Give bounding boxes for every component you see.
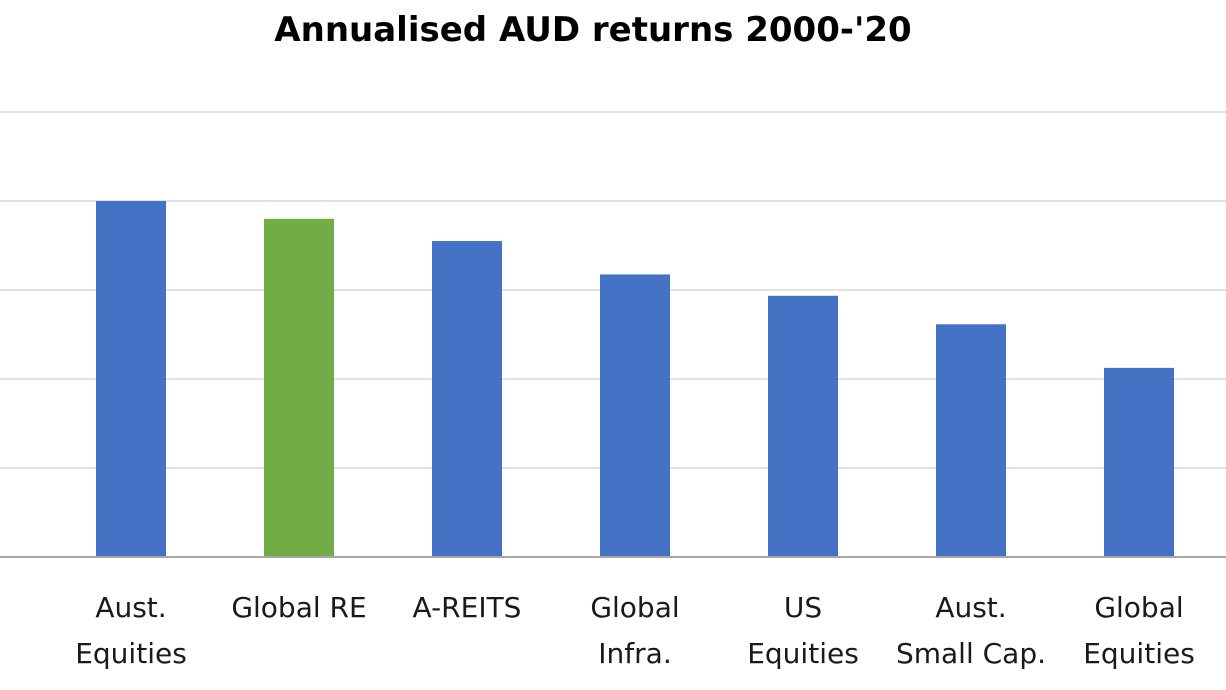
category-label: A-REITS [413, 591, 522, 624]
bar-global-re [264, 218, 334, 558]
category-label: Aust. Equities [75, 591, 187, 670]
bar-aust-small-cap [936, 324, 1006, 557]
bar-aust-equities [96, 201, 166, 557]
bar-global-infra [600, 274, 670, 557]
bar-a-reits [432, 241, 502, 558]
chart-title: Annualised AUD returns 2000-'20 [274, 10, 912, 50]
category-label: US Equities [747, 591, 859, 670]
bar-global-equities [1104, 367, 1174, 557]
category-label: Global Infra. [590, 591, 679, 670]
category-label: Global RE [231, 591, 366, 624]
category-label: Aust. Small Cap. [896, 591, 1046, 670]
bars [96, 201, 1174, 558]
bar-us-equities [768, 295, 838, 557]
category-label: Global Equities [1083, 591, 1195, 670]
category-labels: Aust. Equities Global RE A-REITS Global Infra… [75, 591, 1195, 670]
